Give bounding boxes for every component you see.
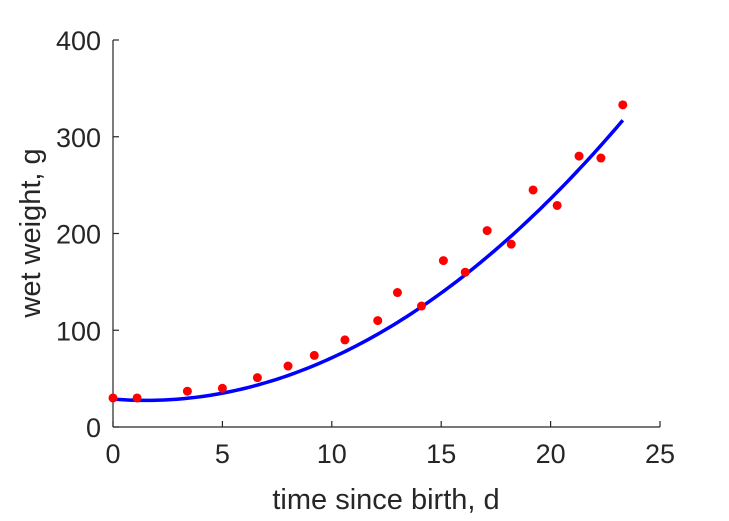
data-point <box>596 153 606 163</box>
x-tick-label: 25 <box>645 439 675 469</box>
x-tick-label: 20 <box>536 439 566 469</box>
data-point <box>506 239 516 249</box>
x-tick-label: 5 <box>215 439 230 469</box>
data-point <box>482 226 492 236</box>
data-point <box>309 350 319 360</box>
data-point <box>182 386 192 396</box>
data-point <box>252 373 262 383</box>
data-point <box>340 335 350 345</box>
fit-curve <box>112 119 625 403</box>
x-tick-label: 15 <box>426 439 456 469</box>
data-point <box>392 288 402 298</box>
data-point <box>132 393 142 403</box>
data-point <box>108 393 118 403</box>
data-point <box>438 256 448 266</box>
data-point <box>283 361 293 371</box>
y-tick-label: 300 <box>56 123 101 153</box>
x-tick-label: 10 <box>317 439 347 469</box>
x-tick-label: 0 <box>105 439 120 469</box>
tick-labels: 0 5 10 15 20 25 0 100 200 300 400 <box>56 26 675 469</box>
data-point <box>417 301 427 311</box>
y-tick-label: 100 <box>56 316 101 346</box>
y-axis-title: wet weight, g <box>15 148 47 318</box>
x-axis-title: time since birth, d <box>272 484 499 516</box>
y-tick-label: 0 <box>86 413 101 443</box>
y-tick-label: 400 <box>56 26 101 56</box>
data-point <box>460 267 470 277</box>
axes <box>112 39 661 428</box>
y-tick-label: 200 <box>56 220 101 250</box>
fit-curve-layer <box>112 119 625 403</box>
data-point <box>552 200 562 210</box>
data-point <box>528 185 538 195</box>
points-layer <box>108 100 628 403</box>
data-point <box>618 100 628 110</box>
data-point <box>574 151 584 161</box>
data-point <box>373 316 383 326</box>
data-point <box>217 383 227 393</box>
